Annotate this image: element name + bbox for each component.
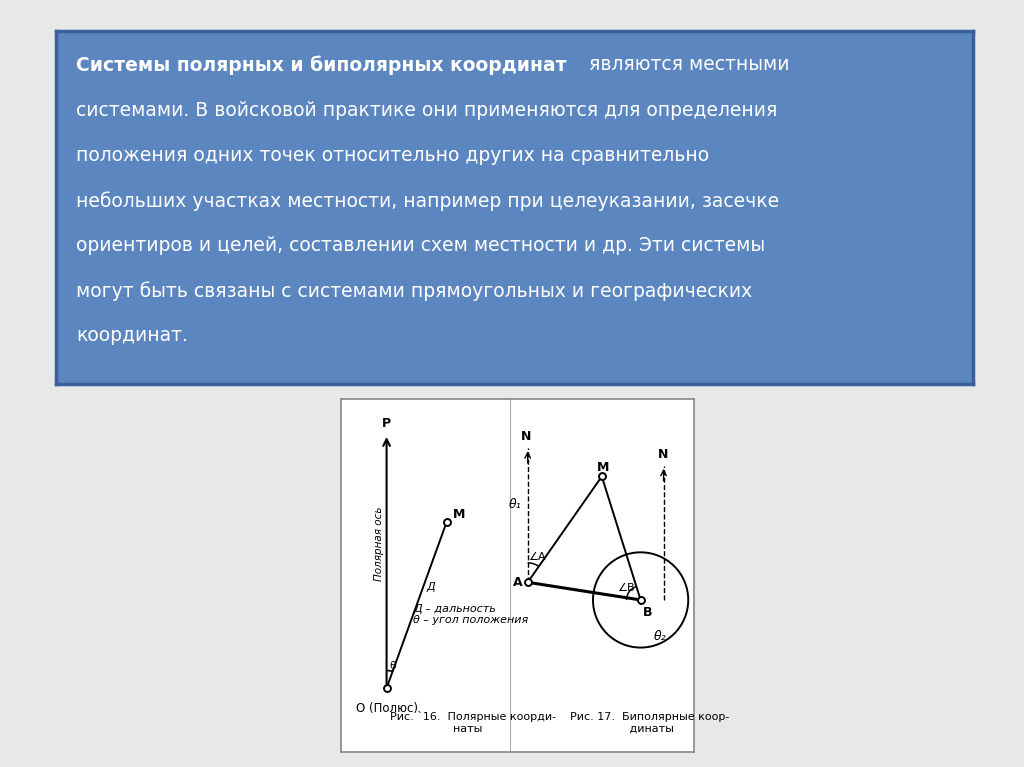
Text: положения одних точек относительно других на сравнительно: положения одних точек относительно други…	[77, 146, 710, 165]
Text: координат.: координат.	[77, 326, 188, 345]
Text: A: A	[513, 576, 522, 589]
Text: небольших участках местности, например при целеуказании, засечке: небольших участках местности, например п…	[77, 191, 779, 211]
Text: B: B	[643, 606, 652, 619]
Text: Рис. 17.  Биполярные коор-
                 динаты: Рис. 17. Биполярные коор- динаты	[570, 713, 729, 734]
Text: Полярная ось: Полярная ось	[374, 506, 384, 581]
Text: θ: θ	[389, 661, 396, 671]
Text: Рис. `16.  Полярные коорди-
                  наты: Рис. `16. Полярные коорди- наты	[390, 712, 556, 734]
Text: N: N	[521, 430, 531, 443]
Text: Д: Д	[427, 582, 435, 592]
Text: ∠A: ∠A	[527, 552, 546, 562]
Text: системами. В войсковой практике они применяются для определения: системами. В войсковой практике они прим…	[77, 100, 778, 120]
Text: P: P	[382, 417, 391, 430]
Text: N: N	[658, 448, 669, 460]
Text: могут быть связаны с системами прямоугольных и географических: могут быть связаны с системами прямоугол…	[77, 281, 753, 301]
Text: ориентиров и целей, составлении схем местности и др. Эти системы: ориентиров и целей, составлении схем мес…	[77, 236, 766, 255]
Text: ∠B: ∠B	[617, 583, 635, 593]
Text: являются местными: являются местными	[584, 55, 790, 74]
Text: M: M	[597, 461, 609, 474]
Text: M: M	[453, 508, 465, 521]
Text: О (Полюс): О (Полюс)	[355, 702, 418, 715]
Text: θ₂: θ₂	[653, 630, 667, 644]
Text: θ₁: θ₁	[509, 499, 521, 511]
Text: Д – дальность
θ – угол положения: Д – дальность θ – угол положения	[413, 604, 528, 625]
Text: Системы полярных и биполярных координат: Системы полярных и биполярных координат	[77, 55, 567, 75]
